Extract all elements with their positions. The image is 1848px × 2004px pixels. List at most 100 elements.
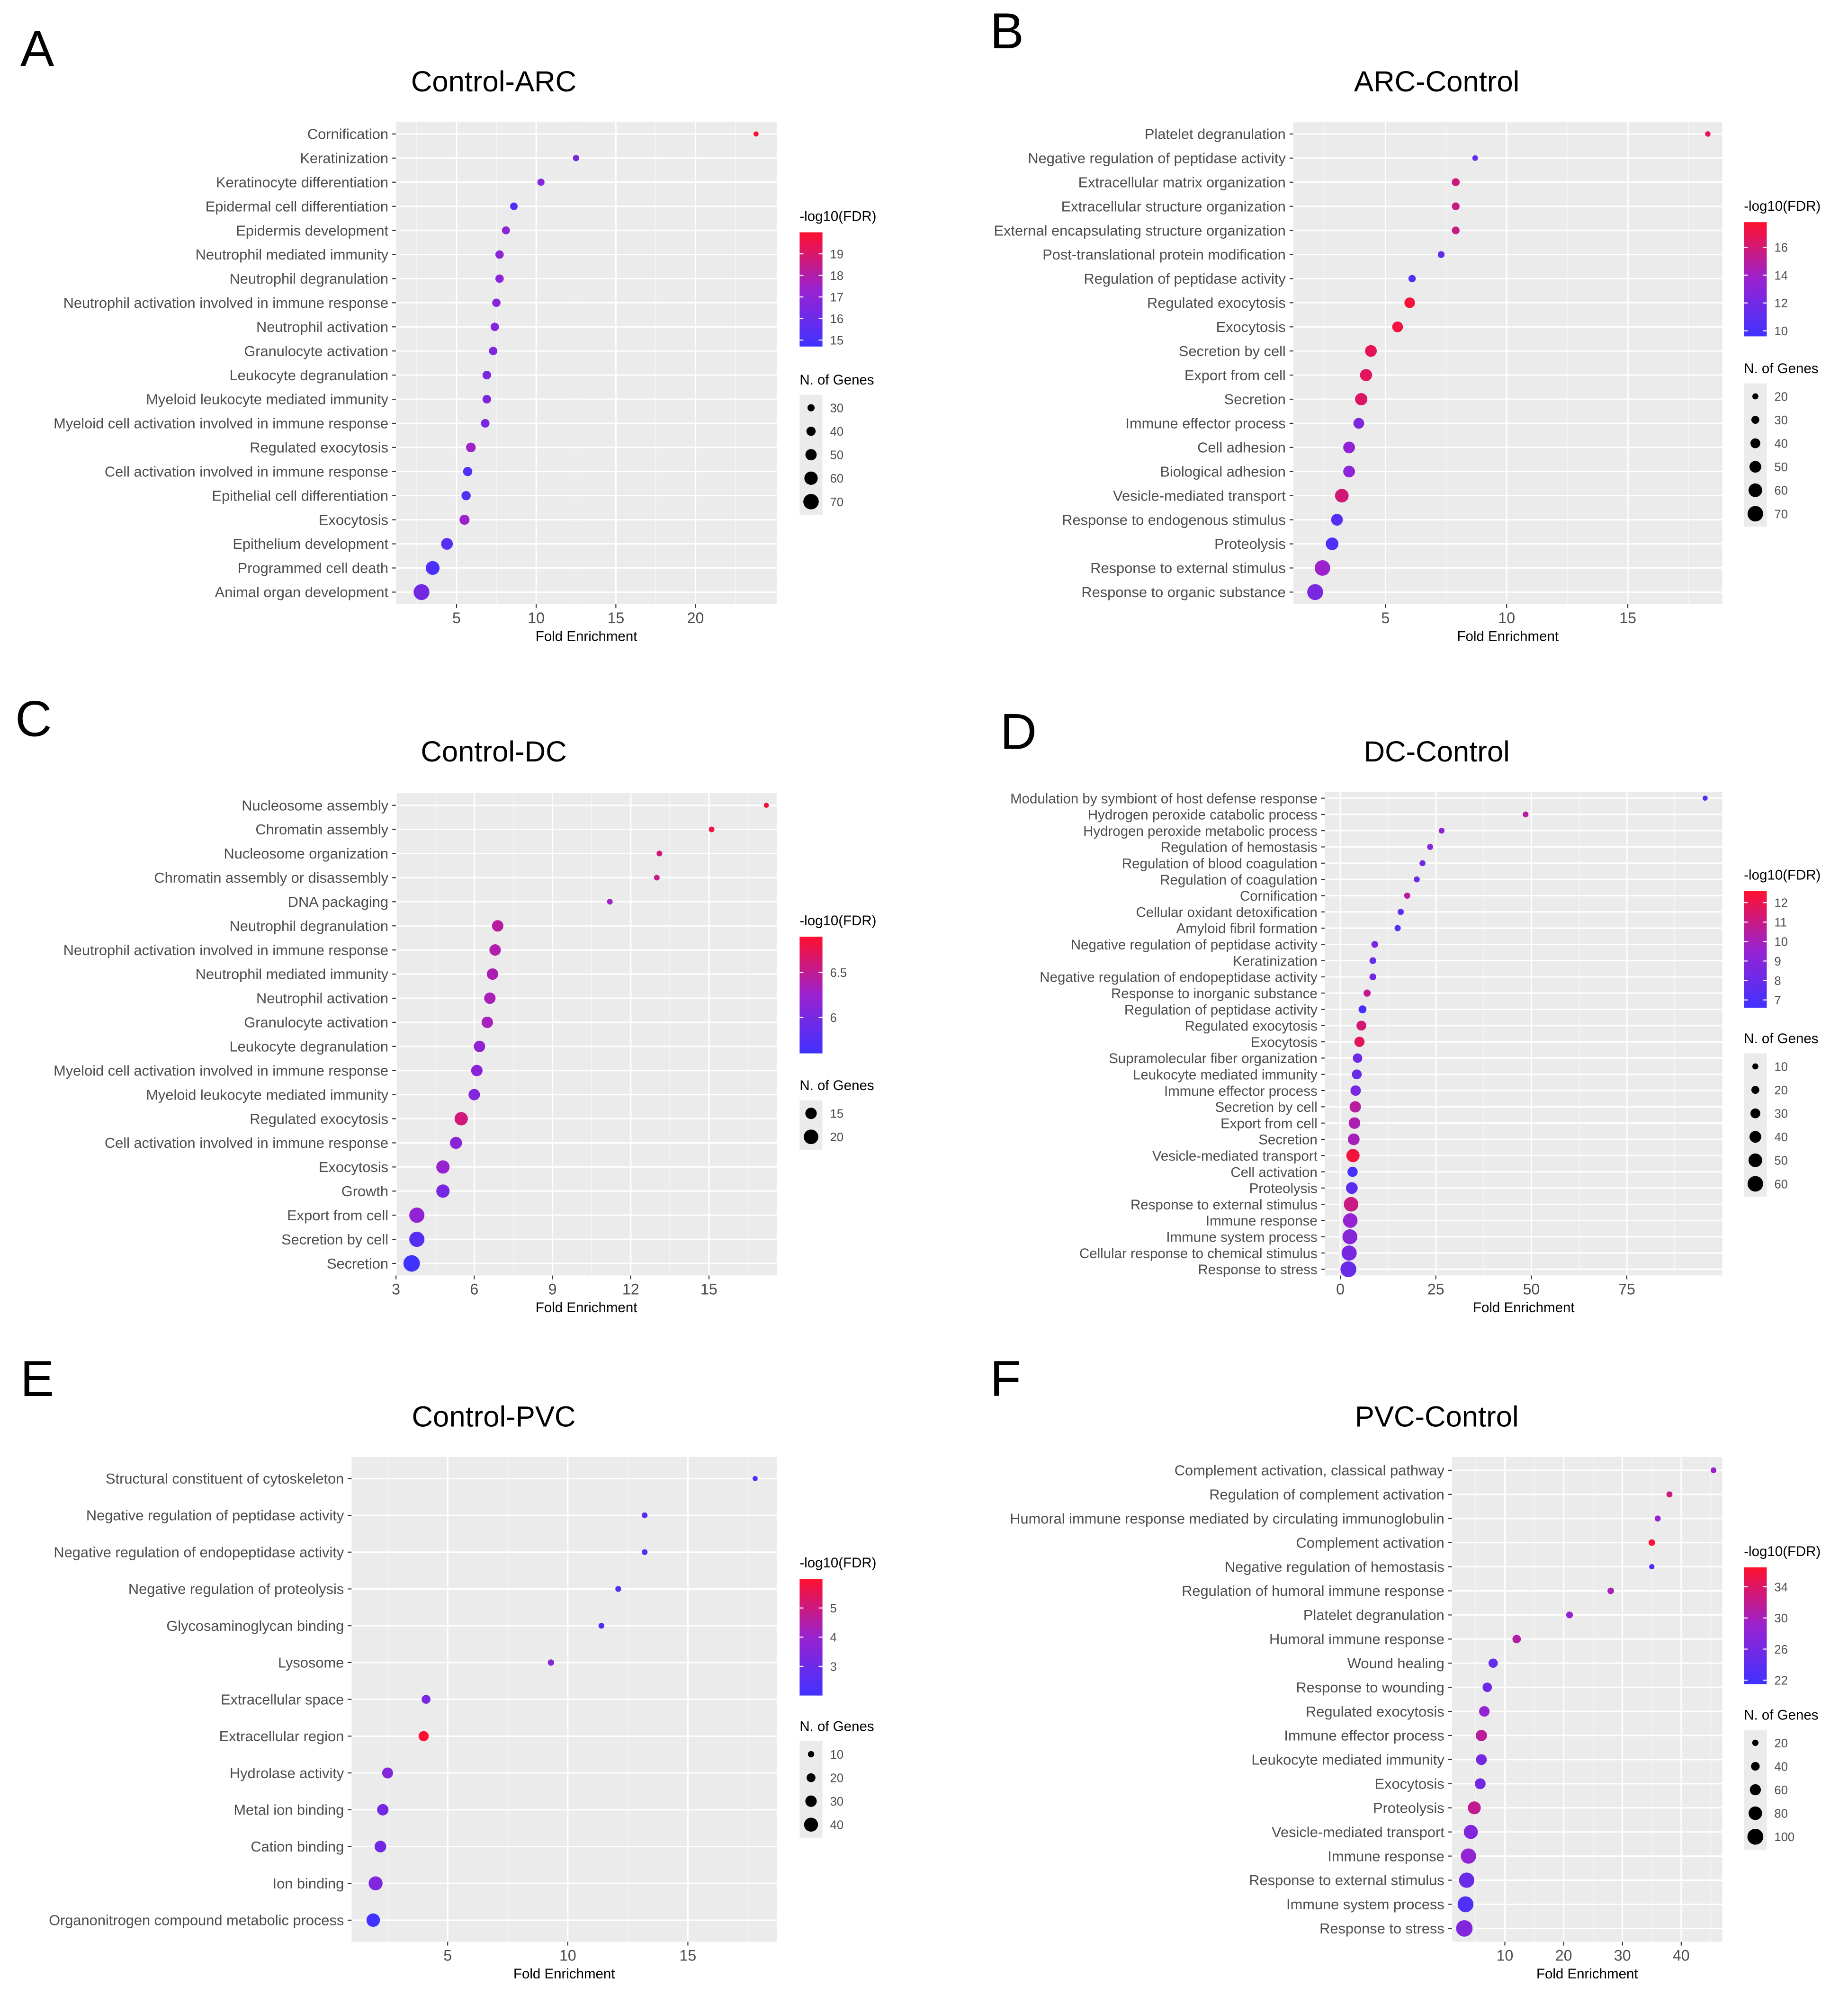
y-tick-label: Response to external stimulus	[1249, 1872, 1444, 1888]
data-point	[1419, 860, 1426, 867]
y-tick-label: Secretion by cell	[1215, 1100, 1318, 1115]
y-tick-label: Chromatin assembly or disassembly	[154, 869, 388, 886]
y-tick-label: Post-translational protein modification	[1042, 246, 1286, 263]
data-point	[1457, 1896, 1474, 1913]
data-point	[454, 1112, 468, 1126]
data-point	[1335, 489, 1349, 503]
y-tick-label: Neutrophil activation involved in immune…	[63, 295, 388, 311]
data-point	[1476, 1754, 1487, 1765]
x-axis-label: Fold Enrichment	[1536, 1966, 1638, 1982]
y-tick-label: Secretion	[327, 1255, 388, 1272]
y-tick-label: Structural constituent of cytoskeleton	[106, 1470, 344, 1487]
data-point	[1397, 909, 1404, 915]
y-tick-label: Regulation of peptidase activity	[1124, 1002, 1318, 1018]
colorbar-tick-label: 4	[830, 1631, 837, 1645]
y-tick-label: Amyloid fibril formation	[1176, 921, 1318, 937]
panel-a: A Control-ARC 5 10 15 20 Fold Enrichment Cornif…	[20, 20, 877, 644]
colorbar	[1744, 1567, 1767, 1684]
x-tick-label: 15	[607, 609, 624, 626]
data-point	[1666, 1491, 1673, 1498]
x-tick-label: 25	[1427, 1281, 1444, 1298]
y-tick-label: Complement activation, classical pathway	[1175, 1462, 1445, 1479]
size-legend-label: 20	[1775, 1737, 1788, 1750]
data-point	[1456, 1920, 1473, 1937]
data-point	[641, 1512, 648, 1519]
data-point	[1654, 1515, 1661, 1522]
size-legend-point	[1752, 1063, 1758, 1070]
data-point	[510, 202, 518, 210]
size-legend-background	[1744, 383, 1767, 527]
size-legend-label: 40	[1775, 1760, 1788, 1773]
x-tick-label: 3	[392, 1281, 400, 1298]
data-point	[374, 1841, 386, 1852]
size-legend-label: 30	[1775, 1108, 1788, 1121]
y-tick-label: Regulation of complement activation	[1209, 1486, 1444, 1503]
plot-background	[396, 122, 777, 604]
y-tick-label: Negative regulation of endopeptidase act…	[54, 1544, 344, 1560]
colorbar-tick-label: 17	[830, 291, 843, 304]
size-legend-point	[805, 449, 817, 461]
data-point	[492, 920, 503, 932]
y-tick-label: Leukocyte degranulation	[229, 367, 388, 384]
y-tick-label: Granulocyte activation	[244, 1014, 388, 1031]
y-tick-label: Regulated exocytosis	[1185, 1019, 1318, 1034]
data-point	[547, 1659, 555, 1666]
data-point	[1353, 418, 1364, 429]
y-tick-label: Organonitrogen compound metabolic proces…	[49, 1912, 344, 1929]
size-legend-point	[1752, 393, 1758, 400]
y-tick-label: Regulated exocytosis	[250, 1110, 388, 1127]
y-tick-label: Ion binding	[273, 1875, 344, 1892]
y-tick-label: Complement activation	[1296, 1534, 1444, 1551]
data-point	[1459, 1872, 1475, 1888]
size-legend-label: 20	[1775, 390, 1788, 403]
y-tick-label: Proteolysis	[1373, 1799, 1444, 1816]
y-tick-label: Exocytosis	[1375, 1776, 1444, 1792]
colorbar-tick-label: 15	[830, 334, 843, 348]
data-point	[1404, 892, 1410, 899]
size-legend-title: N. of Genes	[799, 1078, 874, 1093]
colorbar-tick-label: 7	[1775, 994, 1781, 1007]
data-point	[1344, 1197, 1359, 1212]
data-point	[1472, 155, 1478, 161]
y-tick-label: Exocytosis	[1216, 319, 1286, 335]
size-legend-point	[1751, 1762, 1760, 1771]
size-legend-label: 30	[1775, 414, 1788, 427]
size-legend-point	[804, 471, 818, 485]
x-axis-label: Fold Enrichment	[1457, 629, 1559, 644]
y-tick-label: Metal ion binding	[233, 1802, 344, 1818]
y-tick-label: Vesicle-mediated transport	[1152, 1148, 1318, 1164]
data-point	[1482, 1682, 1492, 1692]
y-tick-label: Platelet degranulation	[1145, 126, 1286, 143]
size-legend-label: 100	[1775, 1831, 1794, 1844]
y-tick-label: Regulated exocytosis	[1306, 1703, 1444, 1720]
x-tick-label: 10	[1497, 1947, 1514, 1964]
panel-letter: D	[1000, 703, 1037, 760]
y-tick-label: Keratinocyte differentiation	[216, 174, 388, 190]
colorbar-tick-label: 12	[1775, 297, 1788, 310]
data-point	[425, 561, 440, 575]
y-tick-label: Response to endogenous stimulus	[1062, 511, 1286, 528]
y-tick-label: Immune system process	[1286, 1896, 1444, 1913]
data-point	[492, 298, 501, 307]
y-tick-label: Cell adhesion	[1197, 439, 1286, 456]
x-tick-label: 40	[1673, 1947, 1690, 1964]
x-tick-label: 75	[1618, 1281, 1635, 1298]
data-point	[1512, 1635, 1521, 1644]
y-tick-label: Cation binding	[251, 1838, 344, 1855]
data-point	[1346, 1149, 1360, 1163]
data-point	[1346, 1182, 1358, 1194]
y-tick-label: Keratinization	[300, 150, 388, 167]
data-point	[656, 850, 663, 857]
data-point	[1414, 876, 1420, 883]
y-tick-label: Negative regulation of peptidase activit…	[1071, 937, 1318, 953]
y-tick-label: Immune system process	[1166, 1230, 1317, 1245]
data-point	[466, 442, 476, 453]
x-tick-label: 10	[1498, 609, 1515, 626]
data-point	[1607, 1587, 1614, 1594]
x-tick-label: 5	[1381, 609, 1390, 626]
data-point	[1452, 202, 1460, 210]
y-tick-label: Neutrophil degranulation	[229, 270, 388, 287]
colorbar-tick-label: 9	[1775, 955, 1781, 968]
y-tick-label: Leukocyte degranulation	[229, 1038, 388, 1055]
x-tick-label: 6	[470, 1281, 478, 1298]
